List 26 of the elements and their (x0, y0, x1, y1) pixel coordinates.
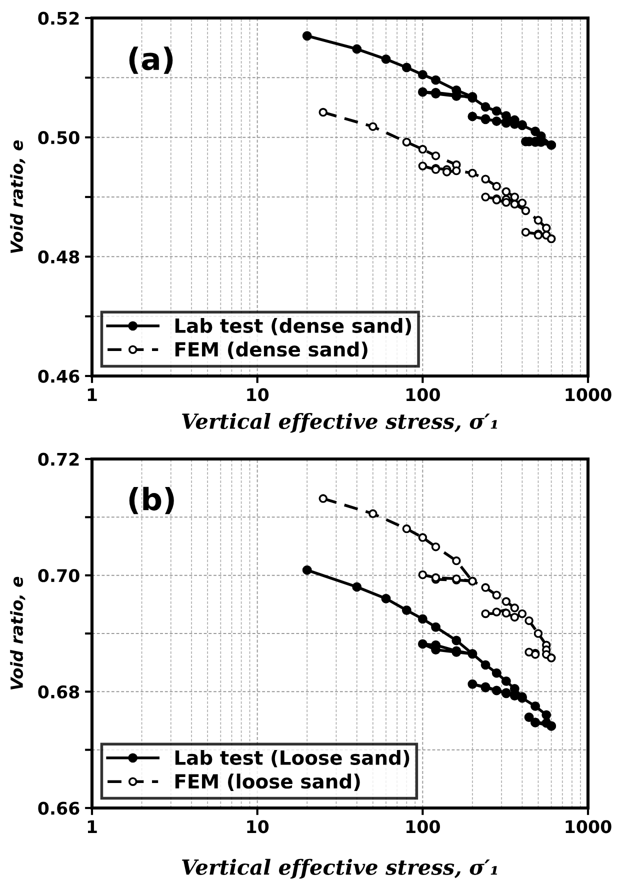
legend-label: FEM (dense sand) (175, 342, 368, 359)
y-tick-label: 0.70 (38, 569, 80, 582)
x-axis-title: Vertical effective stress, σ′₁ (182, 858, 498, 879)
x-tick-label: 10 (247, 820, 269, 834)
legend-label: FEM (loose sand) (175, 774, 360, 791)
y-tick-label: 0.50 (38, 131, 80, 144)
y-tick-label: 0.48 (38, 250, 80, 264)
x-tick-label: 100 (406, 388, 440, 402)
y-tick-label: 0.52 (38, 12, 79, 25)
legend-label: Lab test (dense sand) (175, 318, 412, 336)
x-tick-label: 1000 (566, 820, 612, 834)
y-tick-label: 0.68 (38, 685, 80, 699)
y-axis-title: Void ratio, e (10, 576, 26, 690)
x-tick-label: 100 (406, 820, 440, 834)
x-axis-title: Vertical effective stress, σ′₁ (182, 412, 498, 433)
y-tick-label: 0.66 (38, 802, 80, 815)
y-axis-title: Void ratio, e (10, 140, 26, 254)
y-tick-label: 0.46 (38, 370, 80, 383)
y-tick-label: 0.72 (38, 452, 79, 466)
annotation: (b) (129, 486, 174, 514)
x-tick-label: 1 (88, 388, 97, 401)
x-tick-label: 10 (247, 388, 269, 402)
legend-label: Lab test (Loose sand) (175, 750, 410, 768)
x-tick-label: 1000 (566, 388, 612, 402)
annotation: (a) (129, 46, 173, 74)
x-tick-label: 1 (88, 820, 97, 833)
